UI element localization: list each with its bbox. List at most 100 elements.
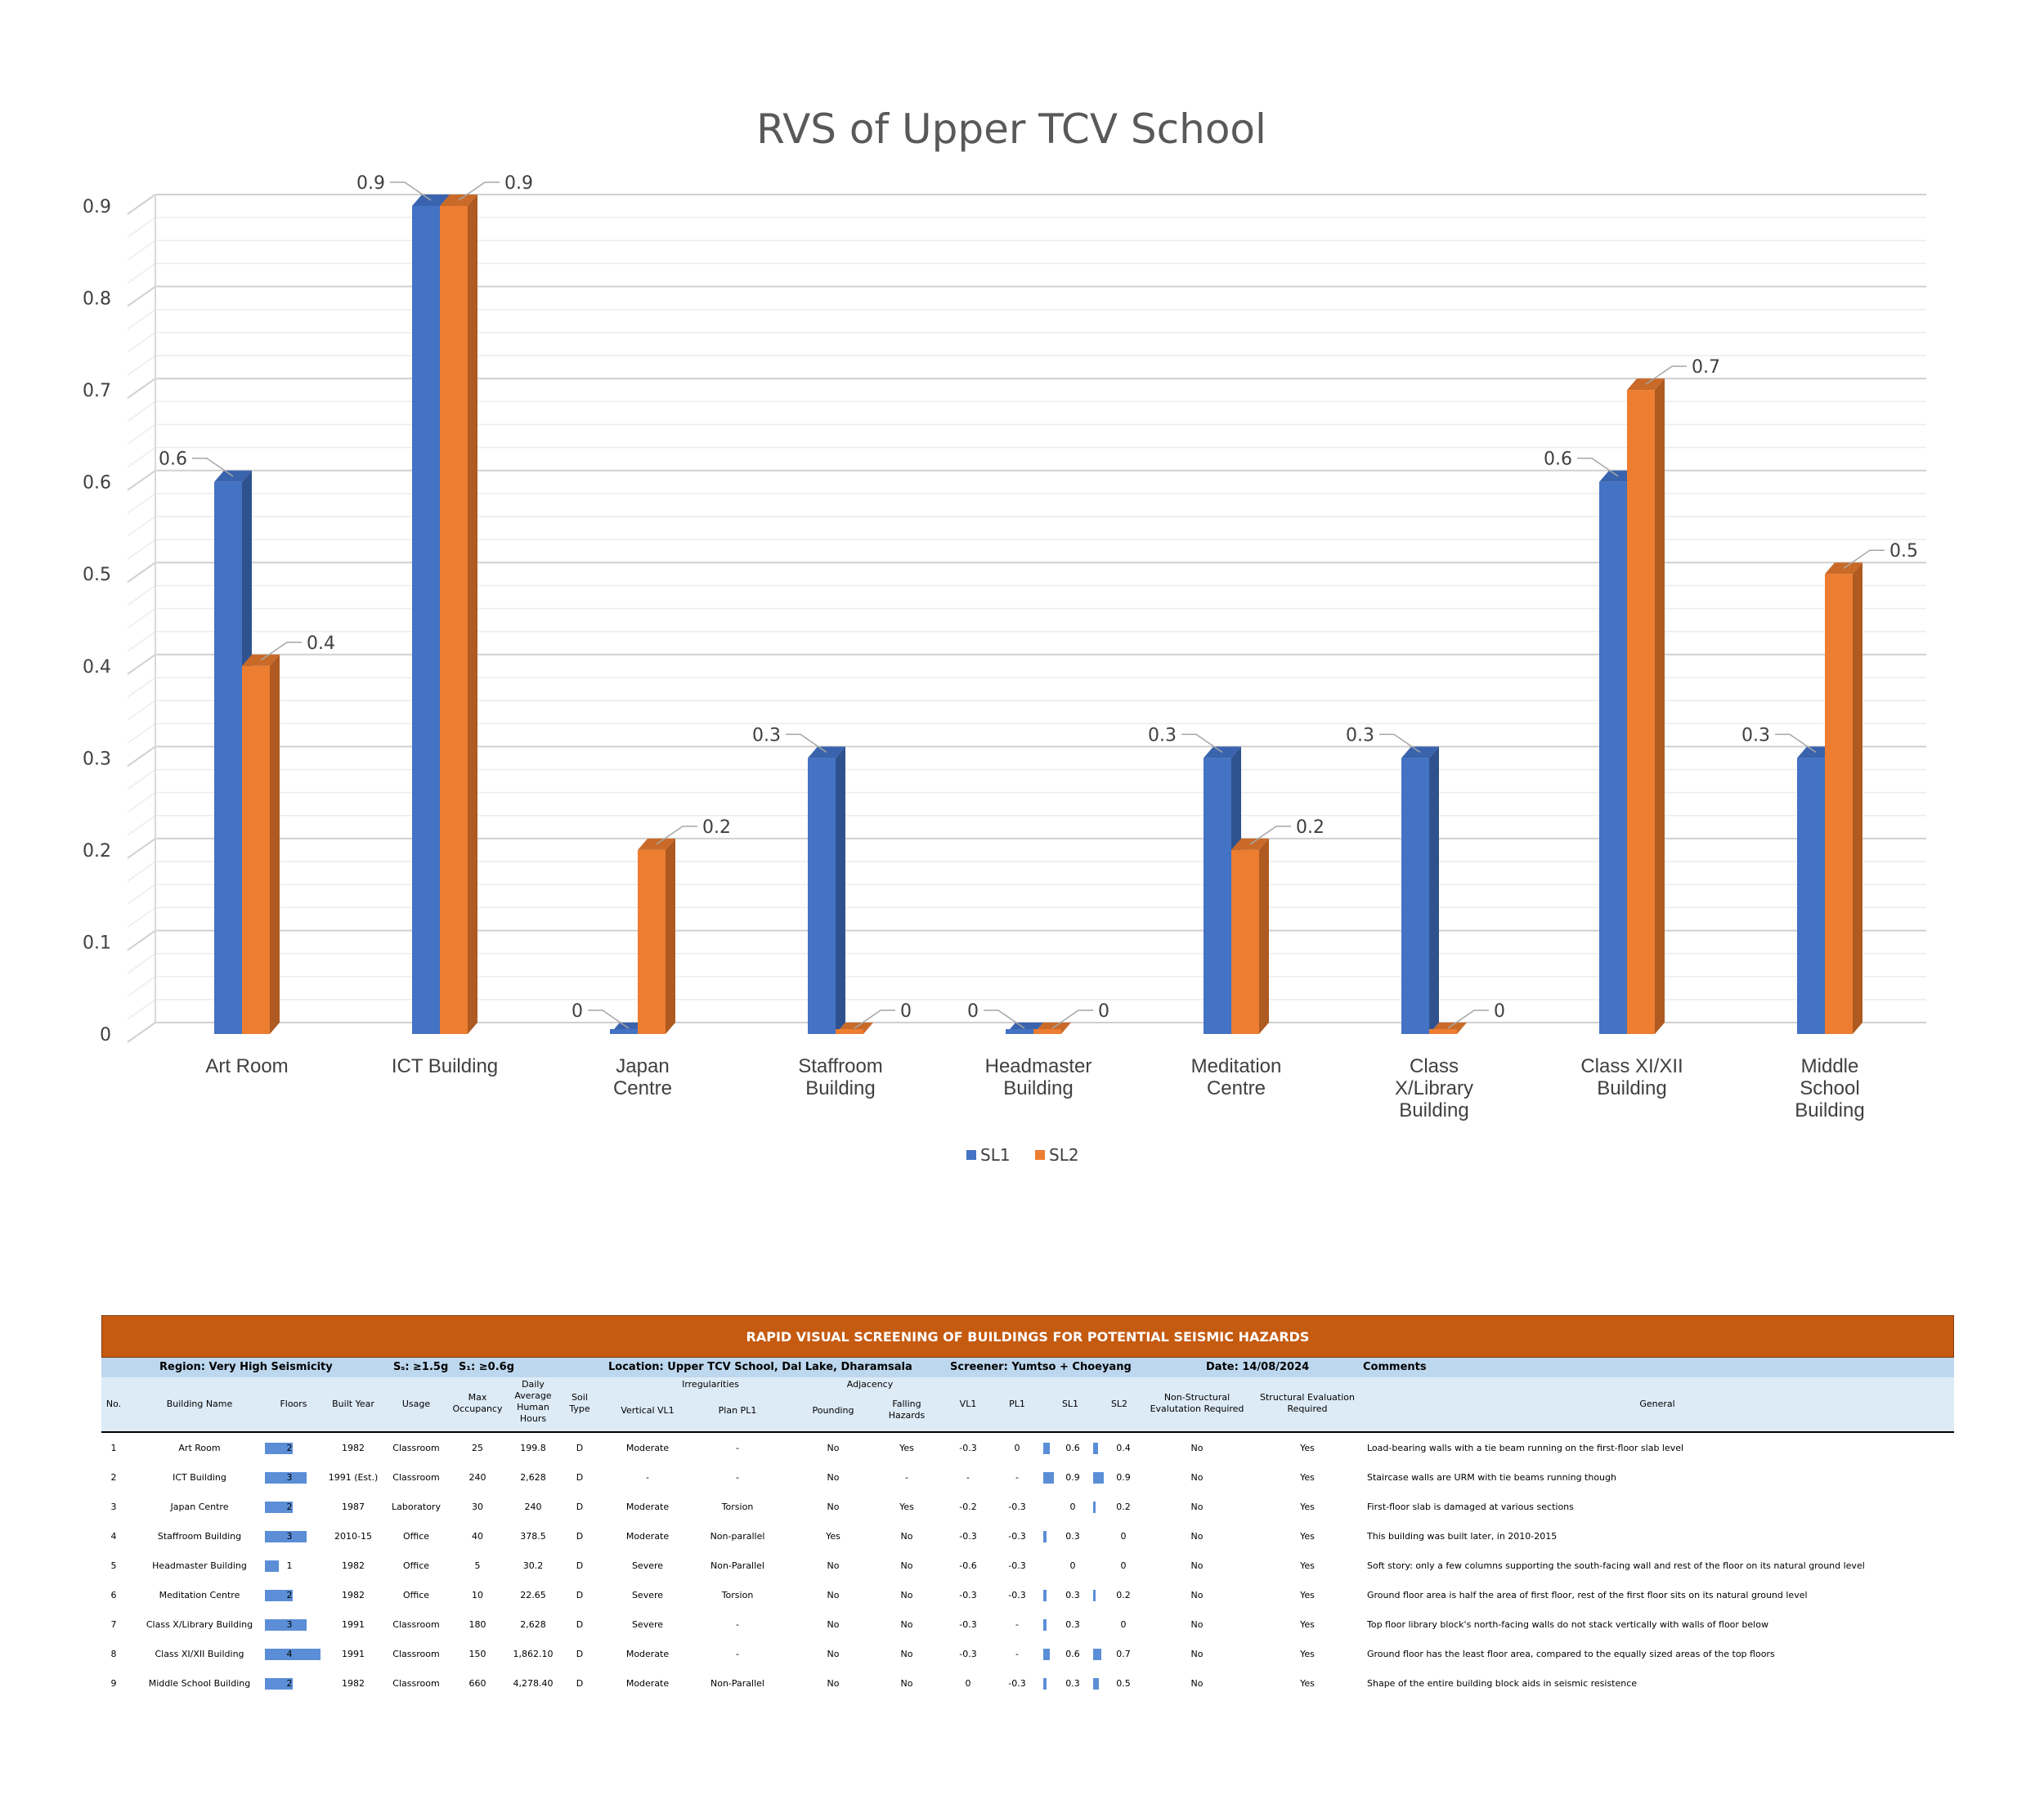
- gridline-side: [127, 929, 156, 951]
- y-tick-label: 0.4: [83, 657, 111, 678]
- cell-plan-pl1: Torsion: [721, 1590, 754, 1600]
- cell-plan-pl1: -: [736, 1443, 739, 1453]
- gridline-side: [127, 906, 156, 928]
- cell-vertical-vl1: Severe: [631, 1619, 664, 1630]
- header-falling-hazards: Falling Hazards: [888, 1399, 926, 1421]
- y-tick-label: 0.1: [83, 933, 111, 953]
- table-meta: Region: Very High Seismicity Sₛ: ≥1.5g S…: [101, 1358, 1954, 1377]
- table-title: RAPID VISUAL SCREENING OF BUILDINGS FOR …: [101, 1315, 1954, 1358]
- cell-falling-hazards: No: [900, 1678, 913, 1689]
- header-structural: Structural Evaluation Required: [1260, 1392, 1355, 1414]
- x-category-label: Class XI/XII Building: [1580, 1055, 1683, 1099]
- cell-floors: 2: [286, 1502, 293, 1512]
- gridline-side: [127, 332, 156, 353]
- cell-sl2: 0.7: [1116, 1649, 1131, 1659]
- legend-sl1: SL1: [966, 1145, 1011, 1165]
- bar-sl2: [1627, 378, 1665, 1035]
- y-axis: 0 0.1 0.2 0.3 0.4 0.5 0.6 0.7 0.8 0.9: [83, 197, 111, 1045]
- cell-comment: Top floor library block's north-facing w…: [1367, 1619, 1768, 1630]
- cell-floors: 1: [286, 1560, 293, 1571]
- svg-text:SL2: SL2: [1049, 1145, 1079, 1165]
- header-max-occupancy: Max Occupancy: [452, 1392, 503, 1414]
- cell-structural: Yes: [1300, 1649, 1315, 1659]
- cell-sl1: 0.3: [1065, 1531, 1080, 1542]
- svg-text:0.9: 0.9: [356, 173, 385, 194]
- gridline-side: [127, 562, 156, 584]
- cell-max-occupancy: 10: [472, 1590, 483, 1600]
- cell-structural: Yes: [1300, 1443, 1315, 1453]
- x-category-label: Staffroom Building: [798, 1055, 883, 1099]
- svg-text:0.3: 0.3: [1741, 725, 1770, 745]
- data-label: 0.9: [458, 173, 533, 201]
- cell-no: 5: [110, 1560, 117, 1571]
- cell-structural: Yes: [1300, 1590, 1315, 1600]
- cell-vertical-vl1: -: [646, 1472, 649, 1483]
- cell-falling-hazards: No: [900, 1619, 913, 1630]
- cell-daily-hours: 22.65: [520, 1590, 546, 1600]
- gridline-side: [127, 768, 156, 790]
- cell-sl2: 0: [1120, 1531, 1127, 1542]
- gridline-side: [127, 516, 156, 537]
- svg-text:0: 0: [1098, 1001, 1109, 1022]
- cell-soil-type: D: [576, 1619, 584, 1630]
- cell-usage: Classroom: [392, 1619, 440, 1630]
- bar-sl1: [1401, 746, 1439, 1034]
- cell-vertical-vl1: Moderate: [625, 1502, 670, 1512]
- meta-comments: Comments: [1363, 1361, 1427, 1373]
- cell-vertical-vl1: Moderate: [625, 1678, 670, 1689]
- cell-sl1: 0.3: [1065, 1590, 1080, 1600]
- gridline-side: [127, 239, 156, 261]
- gridline-side: [127, 791, 156, 813]
- gridline-side: [127, 745, 156, 768]
- cell-pounding: No: [827, 1443, 840, 1453]
- cell-floors: 3: [286, 1472, 293, 1483]
- table-row: 8 Class XI/XII Building 4 1991 Classroom 150 1…: [101, 1641, 1954, 1670]
- cell-daily-hours: 4,278.40: [513, 1678, 554, 1689]
- cell-non-structural: No: [1190, 1472, 1204, 1483]
- data-labels: 0.6 0.4 0.9 0.9 0 0.2 0.3 0 0 0 0.3 0.2 0.3 0 0.6 0.7 0.…: [159, 173, 1918, 1029]
- cell-sl1: 0.6: [1065, 1443, 1080, 1453]
- data-label: 0.3: [1346, 725, 1421, 753]
- cell-sl2: 0.2: [1116, 1590, 1131, 1600]
- sl1-databar: [1043, 1649, 1050, 1660]
- table-row: 4 Staffroom Building 3 2010-15 Office 40 378.5…: [101, 1523, 1954, 1552]
- gridline-side: [127, 469, 156, 491]
- cell-plan-pl1: Non-Parallel: [710, 1560, 764, 1571]
- bars: [214, 195, 1862, 1035]
- cell-soil-type: D: [576, 1560, 584, 1571]
- data-label: 0: [1051, 1001, 1109, 1029]
- cell-built-year: 2010-15: [334, 1531, 372, 1542]
- cell-plan-pl1: Non-Parallel: [710, 1678, 764, 1689]
- svg-text:0.2: 0.2: [1296, 817, 1325, 838]
- cell-built-year: 1991: [342, 1619, 365, 1630]
- cell-no: 6: [110, 1590, 117, 1600]
- cell-daily-hours: 240: [524, 1502, 542, 1512]
- cell-pl1: -0.3: [1008, 1590, 1026, 1600]
- svg-text:0.3: 0.3: [1346, 725, 1374, 745]
- gridline-side: [127, 861, 156, 882]
- cell-daily-hours: 378.5: [520, 1531, 546, 1542]
- data-label: 0.5: [1843, 541, 1918, 569]
- data-label: 0: [854, 1001, 912, 1029]
- cell-vertical-vl1: Severe: [631, 1560, 664, 1571]
- header-general: General: [1639, 1399, 1675, 1409]
- cell-floors: 3: [286, 1531, 293, 1542]
- gridline-side: [127, 677, 156, 698]
- x-category-label: Middle School Building: [1795, 1055, 1864, 1121]
- table-body: 1 Art Room 2 1982 Classroom 25 199.8 D Moderate -…: [101, 1433, 1954, 1711]
- cell-plan-pl1: -: [736, 1472, 739, 1483]
- gridline-side: [127, 631, 156, 652]
- cell-vl1: -0.2: [959, 1502, 977, 1512]
- cell-building-name: Class XI/XII Building: [155, 1649, 244, 1659]
- cell-sl2: 0: [1120, 1619, 1127, 1630]
- sl2-databar: [1093, 1443, 1098, 1454]
- sl2-databar: [1093, 1502, 1096, 1513]
- cell-built-year: 1982: [342, 1678, 365, 1689]
- sl1-databar: [1043, 1531, 1047, 1542]
- data-label: 0.3: [1148, 725, 1223, 753]
- y-tick-label: 0.2: [83, 841, 111, 862]
- cell-pl1: 0: [1014, 1443, 1020, 1453]
- gridline-side: [127, 700, 156, 721]
- gridline-side: [127, 355, 156, 376]
- cell-pl1: -0.3: [1008, 1531, 1026, 1542]
